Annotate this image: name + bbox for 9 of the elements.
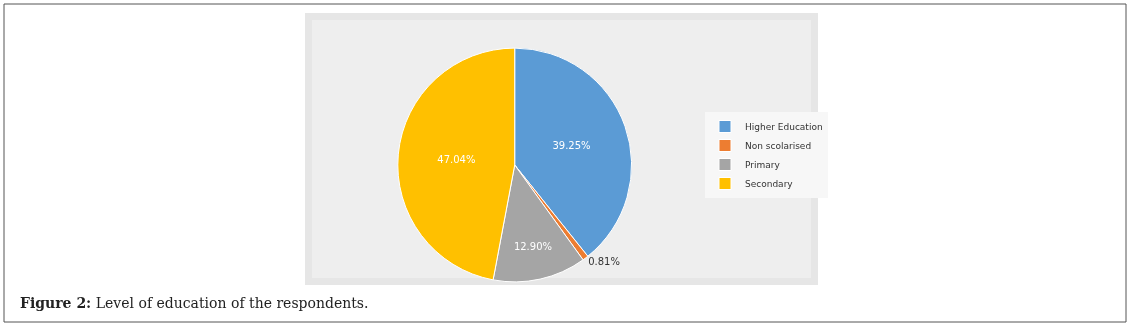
legend-label: Primary [745,160,781,171]
legend-label: Secondary [745,179,794,190]
legend-label: Higher Education [745,122,823,133]
caption: Figure 2: Level of education of the respondents. [20,295,369,311]
legend-label: Non scolarised [745,141,812,152]
data-label: 47.04% [437,154,476,166]
data-label: 39.25% [552,139,591,151]
data-label: 0.81% [588,256,620,268]
data-label: 12.90% [513,241,553,253]
